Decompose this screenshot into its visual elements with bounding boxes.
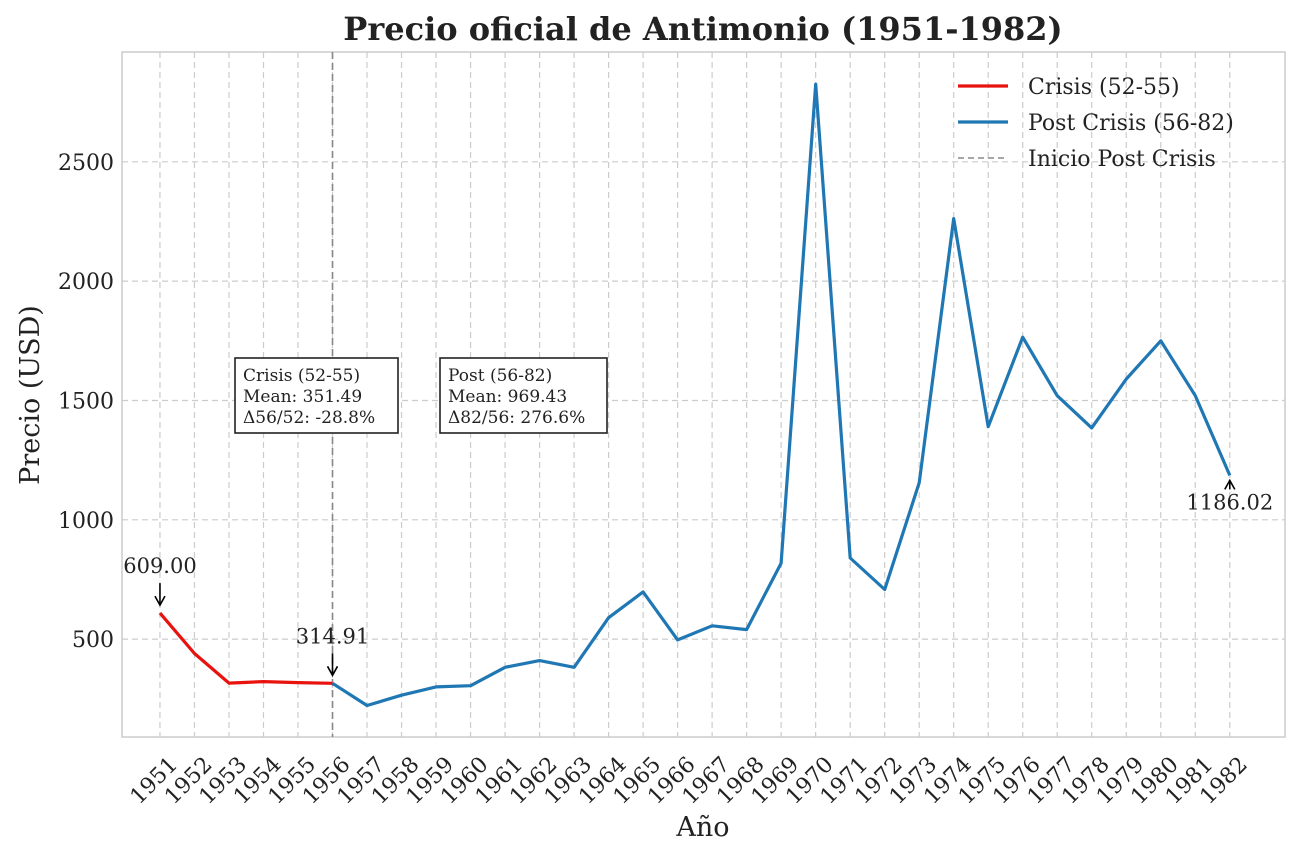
point-annotation: 609.00: [123, 554, 197, 607]
point-annotations: 609.00 314.91 1186.02: [123, 478, 1273, 677]
stats-box-line: Mean: 969.43: [448, 387, 567, 407]
y-tick-label: 2000: [58, 270, 114, 295]
annotation-label: 314.91: [296, 624, 369, 648]
point-annotation: 1186.02: [1186, 478, 1273, 514]
annotation-label: 1186.02: [1186, 490, 1273, 514]
y-tick-labels: 500 1000 1500 2000 2500: [58, 151, 114, 653]
annotation-arrowhead: [326, 665, 339, 677]
legend-label: Post Crisis (56-82): [1028, 111, 1234, 136]
y-tick-label: 500: [72, 628, 114, 653]
legend-item: Inicio Post Crisis: [958, 147, 1216, 172]
legend-item: Post Crisis (56-82): [958, 111, 1234, 136]
legend-item: Crisis (52-55): [958, 75, 1180, 100]
legend-label: Crisis (52-55): [1028, 75, 1180, 100]
chart-title: Precio oficial de Antimonio (1951-1982): [343, 10, 1062, 48]
point-annotation: 314.91: [296, 624, 369, 677]
stats-box-line: Mean: 351.49: [243, 387, 362, 407]
stats-box-line: Δ56/52: -28.8%: [243, 408, 375, 428]
stats-box-line: Crisis (52-55): [243, 366, 360, 386]
series-line-post-crisis: [331, 82, 1232, 708]
y-axis-label: Precio (USD): [15, 305, 46, 485]
annotation-arrowhead: [154, 595, 166, 607]
plot-frame: [121, 51, 1286, 738]
stats-box-frame: [439, 357, 608, 434]
annotation-arrowhead: [1224, 478, 1236, 490]
legend: Crisis (52-55) Post Crisis (56-82) Inicio …: [958, 75, 1234, 172]
y-tick-label: 1000: [58, 509, 114, 534]
stats-box-line: Post (56-82): [448, 366, 552, 386]
stats-box-line: Δ82/56: 276.6%: [448, 408, 585, 428]
legend-label: Inicio Post Crisis: [1028, 147, 1216, 172]
series: [158, 82, 1232, 708]
y-tick-label: 1500: [58, 389, 114, 414]
annotation-label: 609.00: [123, 554, 196, 578]
stats-box-frame: [234, 357, 399, 434]
series-line-crisis: [158, 612, 333, 685]
y-tick-label: 2500: [58, 151, 114, 176]
x-axis-label: Año: [675, 812, 729, 843]
